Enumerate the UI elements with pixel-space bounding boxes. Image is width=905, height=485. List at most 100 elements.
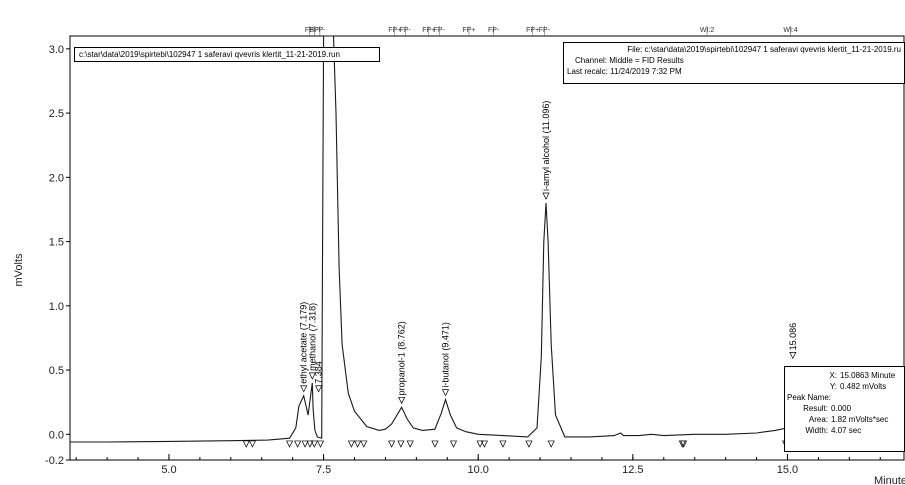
y-tick-label: 3.0 <box>49 44 64 56</box>
run-file-label-box: c:\star\data\2019\spirtebi\102947 1 safe… <box>74 47 380 62</box>
baseline-marker <box>294 440 302 448</box>
baseline-marker <box>525 440 533 448</box>
baseline-marker <box>286 440 294 448</box>
area-row: Area: 1.82 mVolts*sec <box>787 414 902 425</box>
baseline-marker <box>354 440 362 448</box>
baseline-marker <box>476 440 484 448</box>
recalc-label: Last recalc: <box>567 67 608 76</box>
channel-value: Middle = FID Results <box>609 56 684 65</box>
baseline-marker <box>306 440 314 448</box>
event-label: FP <box>305 27 314 34</box>
result-row: Result: 0.000 <box>787 403 902 414</box>
peak-label: i-amyl alcohol (11.096) <box>541 101 551 191</box>
x-tick-label: 10.0 <box>468 464 489 476</box>
peak-label: propanol-1 (8.762) <box>397 321 407 395</box>
event-label: WI:2 <box>700 27 714 34</box>
file-path: c:\star\data\2019\spirtebi\102947 1 safe… <box>644 45 901 54</box>
cursor-y-label: Y: <box>829 382 837 391</box>
file-info-box: File: c:\star\data\2019\spirtebi\102947 … <box>563 42 905 84</box>
width-label: Width: <box>805 426 828 435</box>
event-label: WI:4 <box>783 27 797 34</box>
width-row: Width: 4.07 sec <box>787 425 902 436</box>
file-label: File: <box>627 45 643 54</box>
event-label: FP+ <box>526 27 539 34</box>
baseline-marker <box>316 440 325 448</box>
y-tick-label: 0.5 <box>49 365 64 377</box>
baseline-marker <box>242 440 250 448</box>
baseline-marker <box>397 440 405 448</box>
axis-ticks: -0.2 0.0 0.5 1.0 1.5 2.0 2.5 3.0 5.0 7.5 10.0 12.5 1… <box>45 44 881 476</box>
baseline-marker <box>388 440 396 448</box>
peak-markers: ethyl acetate (7.179)methanol (7.318)7.3… <box>242 101 798 448</box>
peak-marker <box>441 389 450 397</box>
cursor-y-value: 0.482 mVolts <box>840 382 887 391</box>
plot-frame <box>69 35 905 461</box>
result-value: 0.000 <box>831 404 852 413</box>
baseline-marker <box>431 440 439 448</box>
y-axis-label: mVolts <box>13 253 25 287</box>
peak-label: ethyl acetate (7.179) <box>299 302 309 384</box>
peak-marker <box>542 192 550 200</box>
width-value: 4.07 sec <box>831 426 862 435</box>
run-file-label: c:\star\data\2019\spirtebi\102947 1 safe… <box>79 50 340 59</box>
baseline-marker <box>449 440 458 448</box>
peak-label: methanol (7.318) <box>307 303 317 371</box>
baseline-marker <box>301 440 309 448</box>
y-tick-label: 1.5 <box>49 237 64 249</box>
event-label: FP+ <box>388 27 401 34</box>
x-tick-label: 15.0 <box>777 464 798 476</box>
cursor-x-value: 15.0863 Minute <box>840 371 896 380</box>
event-label: FP- <box>539 27 551 34</box>
file-line: File: c:\star\data\2019\spirtebi\102947 … <box>567 44 901 55</box>
plot-border <box>69 35 905 461</box>
channel-line: Channel: Middle = FID Results <box>567 55 901 66</box>
event-label: FP- <box>434 27 446 34</box>
peak-name-label: Peak Name: <box>787 393 832 402</box>
peak-marker <box>300 385 308 393</box>
baseline-marker <box>547 440 555 448</box>
peak-marker <box>315 385 323 393</box>
baseline-marker <box>347 440 355 448</box>
y-tick-label: 2.5 <box>49 108 64 120</box>
baseline-marker <box>480 440 488 448</box>
cursor-y-row: Y: 0.482 mVolts <box>787 381 902 392</box>
baseline-marker <box>360 440 368 448</box>
y-tick-label: 0.0 <box>49 429 64 441</box>
event-label: FP+ <box>462 27 475 34</box>
cursor-info-box: X: 15.0863 Minute Y: 0.482 mVolts Peak Nam… <box>784 366 905 452</box>
x-tick-label: 7.5 <box>316 464 331 476</box>
peak-marker <box>398 396 406 405</box>
event-label: FP+ <box>422 27 435 34</box>
baseline-marker <box>406 440 414 448</box>
event-label: SP <box>310 27 320 34</box>
baseline-marker <box>310 440 318 448</box>
area-label: Area: <box>808 415 828 424</box>
channel-label: Channel: <box>575 56 608 65</box>
recalc-value: 11/24/2019 7:32 PM <box>610 67 682 76</box>
baseline-marker <box>680 440 688 448</box>
event-label: FP- <box>488 27 500 34</box>
recalc-line: Last recalc: 11/24/2019 7:32 PM <box>567 66 901 77</box>
event-label: FP- <box>314 27 326 34</box>
chromatogram-line <box>70 35 825 443</box>
peak-label: 7.384 <box>314 361 324 384</box>
peak-marker <box>308 372 316 380</box>
area-value: 1.82 mVolts*sec <box>831 415 889 424</box>
x-tick-label: 12.5 <box>622 464 643 476</box>
y-tick-label: 1.0 <box>49 301 64 313</box>
peak-label: i-butanol (9.471) <box>441 322 451 388</box>
y-tick-label: -0.2 <box>45 455 64 467</box>
signal-trace <box>70 35 825 443</box>
result-label: Result: <box>803 404 828 413</box>
peak-label: 15.086 <box>788 323 798 351</box>
x-tick-label: 5.0 <box>161 464 176 476</box>
cursor-x-label: X: <box>829 371 837 380</box>
peak-marker <box>789 352 797 360</box>
y-tick-label: 2.0 <box>49 172 64 184</box>
baseline-marker <box>248 440 257 448</box>
peak-name-row: Peak Name: <box>787 392 902 403</box>
baseline-marker <box>499 440 507 448</box>
cursor-x-row: X: 15.0863 Minute <box>787 370 902 381</box>
